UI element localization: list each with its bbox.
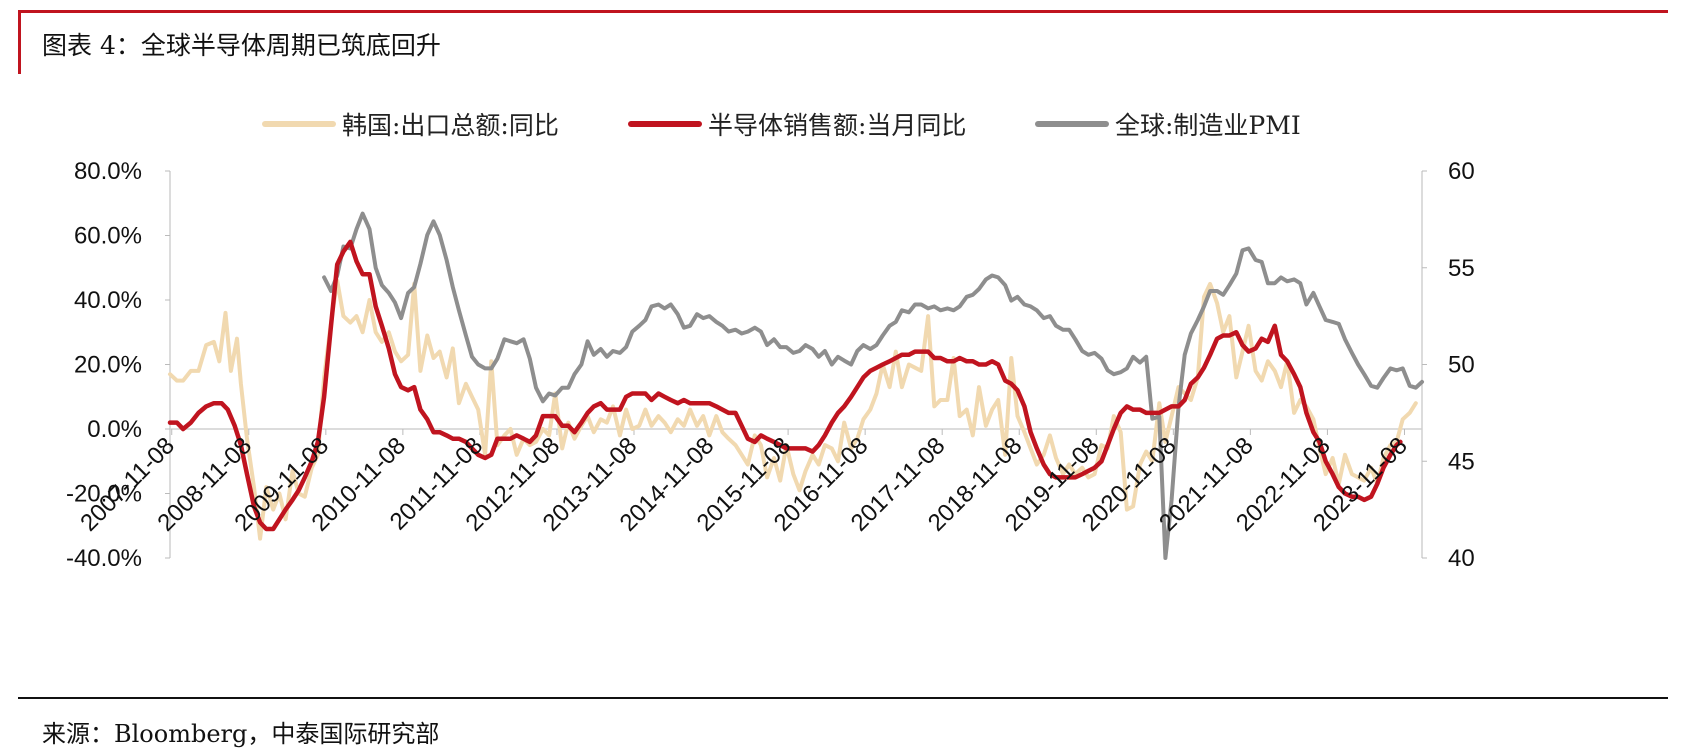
header-rule-top (18, 10, 1668, 13)
source-note: 来源：Bloomberg，中泰国际研究部 (42, 720, 440, 748)
footer-rule (18, 697, 1668, 699)
y-right-tick-label: 40 (1448, 545, 1475, 572)
chart-series-layer (167, 211, 1424, 560)
chart-plot: 80.0% 60.0% 40.0% 20.0% 0.0% -20.0% -40.0% 60 55… (66, 158, 1475, 572)
chart-axes: 80.0% 60.0% 40.0% 20.0% 0.0% -20.0% -40.0% 60 55… (66, 158, 1475, 572)
y-right-tick-label: 50 (1448, 352, 1475, 379)
series-line-semiconductor-sales (167, 239, 1403, 532)
legend-label-semi: 半导体销售额:当月同比 (708, 111, 967, 140)
y-right-tick-label: 55 (1448, 255, 1475, 282)
y-right-tick-label: 45 (1448, 448, 1475, 475)
chart-title: 图表 4：全球半导体周期已筑底回升 (42, 31, 441, 60)
series-line-korea-exports (168, 278, 1418, 541)
legend-swatch-pmi (1035, 121, 1109, 127)
y-left-tick-label: 40.0% (74, 287, 142, 314)
legend-swatch-semi (628, 121, 702, 127)
y-left-tick-label: 0.0% (87, 416, 142, 443)
legend-label-korea: 韩国:出口总额:同比 (342, 111, 559, 140)
y-left-tick-label: -20.0% (66, 481, 142, 508)
y-left-tick-label: 60.0% (74, 223, 142, 250)
legend-item-korea-exports[interactable]: 韩国:出口总额:同比 (262, 104, 559, 144)
legend-label-pmi: 全球:制造业PMI (1115, 111, 1301, 140)
legend-item-global-pmi[interactable]: 全球:制造业PMI (1035, 104, 1301, 144)
y-left-tick-label: 20.0% (74, 352, 142, 379)
y-left-tick-label: -40.0% (66, 545, 142, 572)
y-left-tick-label: 80.0% (74, 158, 142, 185)
legend-swatch-korea (262, 121, 336, 127)
header-rule-left (18, 10, 21, 74)
y-right-tick-label: 60 (1448, 158, 1475, 185)
legend-item-semiconductor-sales[interactable]: 半导体销售额:当月同比 (628, 104, 966, 144)
series-line-global-pmi (322, 211, 1424, 560)
chart-legend: 韩国:出口总额:同比 半导体销售额:当月同比 全球:制造业PMI (0, 104, 1687, 144)
